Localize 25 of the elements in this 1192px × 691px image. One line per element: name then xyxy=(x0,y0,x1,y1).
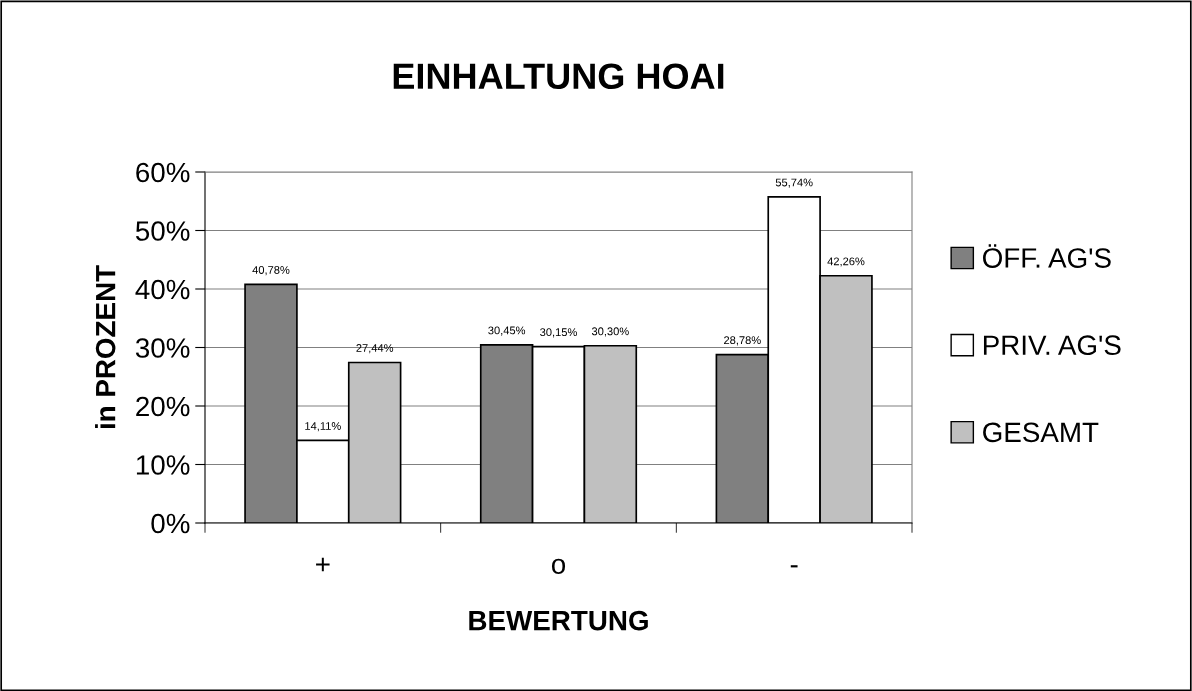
data-label: 14,11% xyxy=(305,422,341,432)
x-tick-label: o xyxy=(551,558,566,574)
data-label: 40,78% xyxy=(252,266,290,276)
data-label: 30,45% xyxy=(488,326,526,336)
y-tick-label: 50% xyxy=(135,221,190,241)
data-label: 30,15% xyxy=(540,328,577,338)
x-tick-label: + xyxy=(316,557,330,572)
y-axis-title: in PROZENT xyxy=(95,265,116,429)
x-tick-label: - xyxy=(790,565,798,568)
legend-label: PRIV. AG'S xyxy=(983,335,1121,356)
legend-label: GESAMT xyxy=(983,422,1099,443)
legend-label: ÖFF. AG'S xyxy=(983,244,1111,268)
chart-title: EINHALTUNG HOAI xyxy=(393,63,724,90)
data-label: 42,26% xyxy=(827,257,865,267)
data-label: 27,44% xyxy=(356,344,394,354)
y-tick-label: 20% xyxy=(136,396,190,417)
data-label: 30,30% xyxy=(591,327,629,337)
x-axis-title: BEWERTUNG xyxy=(469,610,648,631)
y-tick-label: 60% xyxy=(136,162,190,183)
y-tick-label: 10% xyxy=(136,455,190,475)
y-tick-label: 0% xyxy=(151,513,190,534)
y-tick-label: 40% xyxy=(135,279,190,300)
data-label: 28,78% xyxy=(724,336,761,346)
y-tick-label: 30% xyxy=(135,338,190,358)
data-label: 55,74% xyxy=(775,178,813,188)
